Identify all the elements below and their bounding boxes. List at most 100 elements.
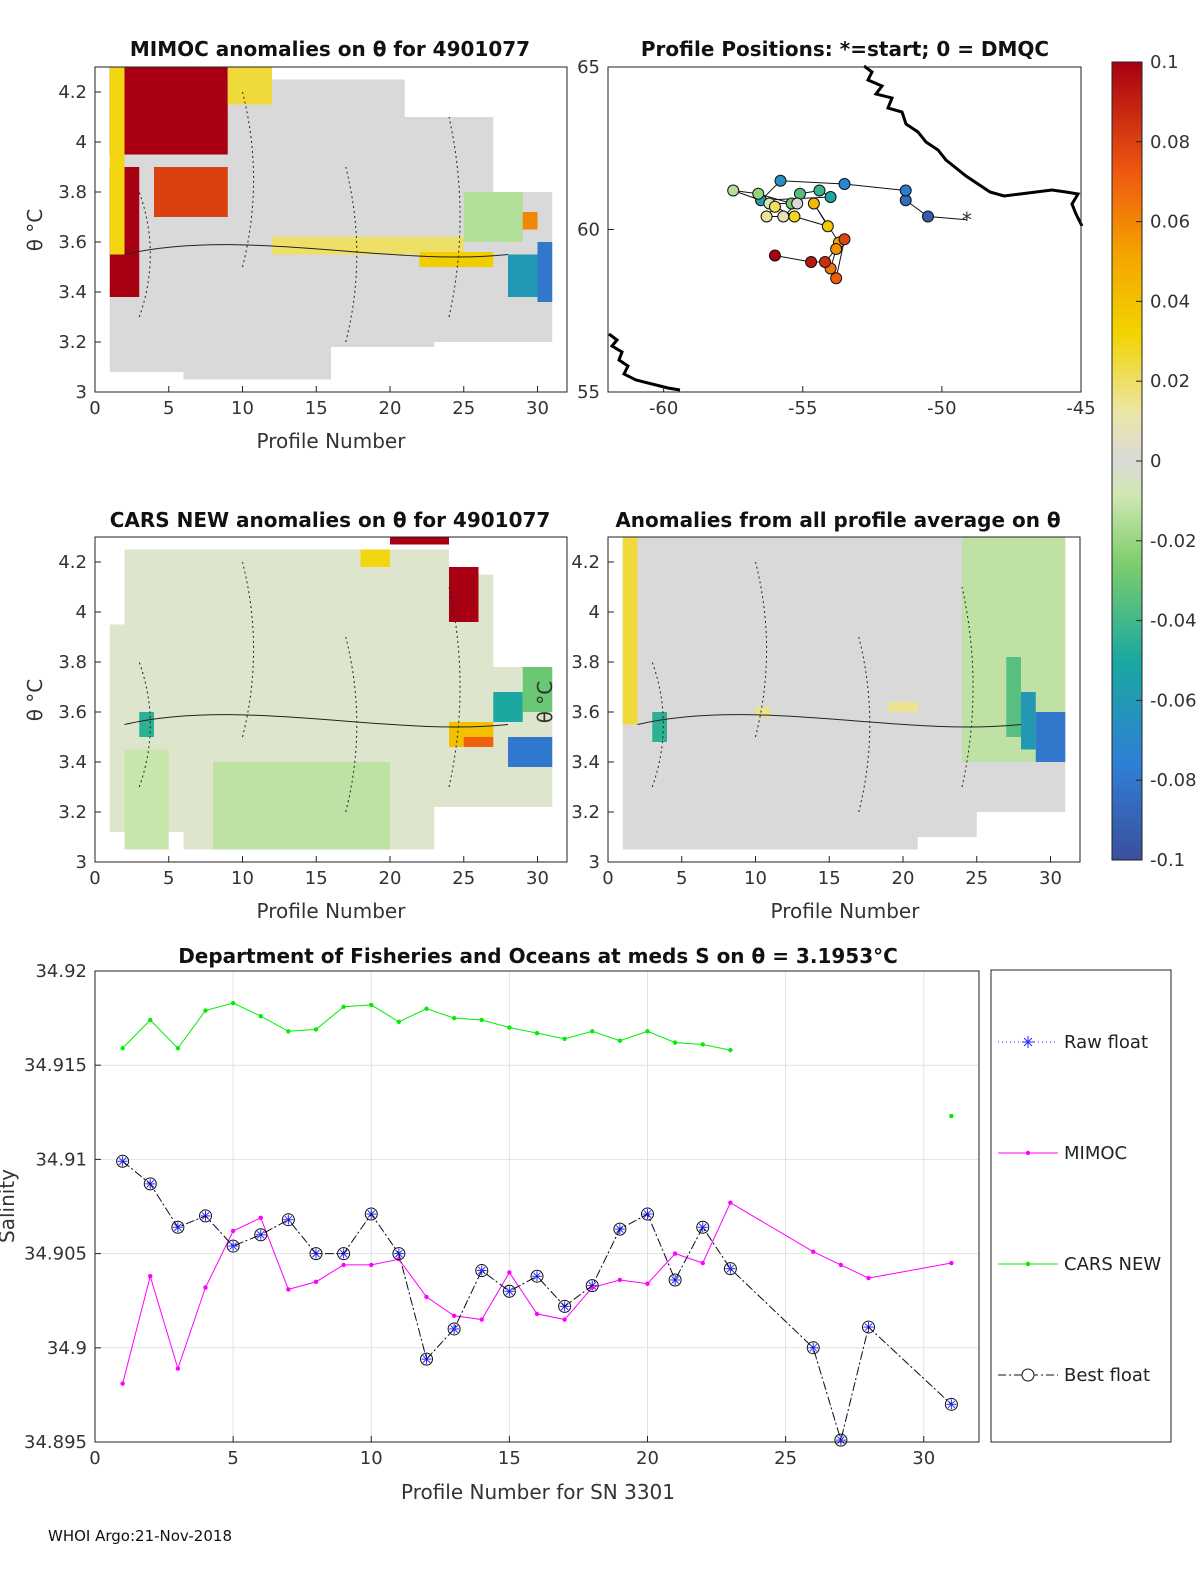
data-point-mimoc xyxy=(672,1251,678,1256)
profile-position-point xyxy=(830,243,843,255)
data-point-mimoc xyxy=(700,1260,705,1266)
profile-position-point xyxy=(824,191,837,203)
colorbar-tick-label: 0 xyxy=(1150,451,1161,472)
data-point-mimoc xyxy=(230,1228,236,1234)
cars-xlabel: Profile Number xyxy=(257,899,407,923)
positions-title: Profile Positions: *=start; 0 = DMQC xyxy=(641,37,1049,61)
asterisk-stroke xyxy=(698,1223,707,1232)
x-tick-label: -60 xyxy=(649,398,678,419)
cars-ylabel: θ °C xyxy=(23,679,47,722)
data-point-best-float xyxy=(143,1177,157,1191)
contour-line xyxy=(755,561,768,738)
profile-position-point xyxy=(791,197,804,210)
profile-position-point xyxy=(899,184,912,197)
anomaly-cell xyxy=(419,252,494,267)
legend-marker xyxy=(1025,1150,1031,1156)
y-tick-label: 3 xyxy=(589,852,600,873)
y-tick-label: 3.2 xyxy=(58,802,87,823)
y-tick-label: 4.2 xyxy=(58,82,87,103)
anomaly-cell xyxy=(493,692,523,722)
data-point-best-float xyxy=(475,1264,489,1278)
x-tick-label: -55 xyxy=(788,398,817,419)
y-tick-label: 4.2 xyxy=(58,552,87,573)
y-tick-label: 55 xyxy=(577,382,600,403)
profile-position-point xyxy=(821,220,834,233)
positions-panel: Profile Positions: *=start; 0 = DMQC * -6… xyxy=(577,37,1096,419)
data-point-mimoc xyxy=(286,1287,291,1292)
x-tick-label: 25 xyxy=(965,868,988,889)
data-point-best-float xyxy=(337,1247,351,1261)
x-tick-label: 20 xyxy=(892,868,915,889)
y-tick-label: 4 xyxy=(76,132,87,153)
data-point-best-float xyxy=(641,1207,654,1221)
data-point-mimoc xyxy=(838,1262,844,1268)
data-point-mimoc xyxy=(479,1317,484,1322)
anomaly-cell xyxy=(139,712,154,737)
contour-line xyxy=(961,586,974,788)
data-point-raw-float xyxy=(835,1435,846,1446)
anomaly-cell xyxy=(1021,692,1036,750)
data-point-mimoc xyxy=(811,1249,816,1254)
profile-position-point xyxy=(819,256,832,268)
data-point-best-float xyxy=(392,1247,406,1261)
data-point-mimoc xyxy=(258,1215,263,1221)
data-point-mimoc xyxy=(120,1381,125,1386)
data-point-best-float xyxy=(420,1352,433,1366)
x-tick-label: 25 xyxy=(452,868,475,889)
data-point-cars-new xyxy=(451,1015,457,1021)
asterisk-stroke xyxy=(229,1242,237,1250)
x-tick-label: 5 xyxy=(163,398,174,419)
x-tick-label: 10 xyxy=(231,398,254,419)
contour-line xyxy=(448,586,461,788)
contour-line xyxy=(242,561,255,738)
data-point-mimoc xyxy=(313,1279,319,1285)
data-point-cars-new xyxy=(562,1036,567,1042)
float-track xyxy=(733,180,967,280)
data-point-best-float xyxy=(116,1154,130,1168)
x-tick-label: -45 xyxy=(1066,398,1095,419)
colorbar-tick-label: 0.02 xyxy=(1150,371,1190,392)
contour-line xyxy=(345,166,358,343)
data-point-best-float xyxy=(281,1213,295,1227)
anomaly-cell xyxy=(1035,712,1066,762)
x-tick-label: 30 xyxy=(526,868,549,889)
y-tick-label: 3.4 xyxy=(58,282,87,303)
profile-position-point xyxy=(838,178,851,190)
x-tick-label: 20 xyxy=(379,398,402,419)
data-point-cars-new xyxy=(479,1017,484,1023)
anomaly-cell xyxy=(449,567,479,622)
colorbar-tick-label: -0.04 xyxy=(1150,611,1197,632)
salinity-title: Department of Fisheries and Oceans at me… xyxy=(178,944,898,968)
legend-label: Best float xyxy=(1064,1365,1150,1386)
data-point-best-float xyxy=(862,1320,875,1334)
salinity-xlabel: Profile Number for SN 3301 xyxy=(401,1480,675,1504)
data-point-cars-new xyxy=(949,1113,954,1119)
x-tick-label: 30 xyxy=(1039,868,1062,889)
anomaly-cell xyxy=(154,167,228,217)
colorbar-tick-label: 0.06 xyxy=(1150,212,1190,233)
x-tick-label: 0 xyxy=(602,868,613,889)
anomaly-cell xyxy=(463,737,494,747)
profile-position-point xyxy=(921,210,934,223)
coastline-labrador xyxy=(608,332,681,392)
profile-position-point xyxy=(813,184,826,197)
all-avg-plot-area: 0 5 10 15 20 25 30 3 3.2 3.4 3.6 3.8 4 4.2 xyxy=(571,536,1081,889)
salinity-panel: Department of Fisheries and Oceans at me… xyxy=(0,944,980,1504)
anomaly-cell xyxy=(109,67,125,255)
x-tick-label: 0 xyxy=(89,868,100,889)
profile-position-point xyxy=(768,200,781,213)
cars-plot-area: 0 5 10 15 20 25 30 3 3.2 3.4 3.6 3.8 4 4.2 xyxy=(58,536,568,889)
x-tick-label: 0 xyxy=(89,398,100,419)
profile-position-point xyxy=(838,233,851,246)
x-tick-label: 25 xyxy=(774,1448,797,1469)
data-point-best-float xyxy=(447,1322,461,1336)
footer-credit: WHOI Argo:21-Nov-2018 xyxy=(48,1527,232,1545)
profile-position-point xyxy=(752,187,765,200)
legend-marker xyxy=(1025,1261,1031,1267)
data-point-cars-new xyxy=(672,1040,678,1045)
data-point-best-float xyxy=(364,1207,378,1221)
anomaly-cell xyxy=(652,712,667,742)
anomaly-cell xyxy=(463,192,523,242)
y-tick-label: 3.6 xyxy=(571,702,600,723)
